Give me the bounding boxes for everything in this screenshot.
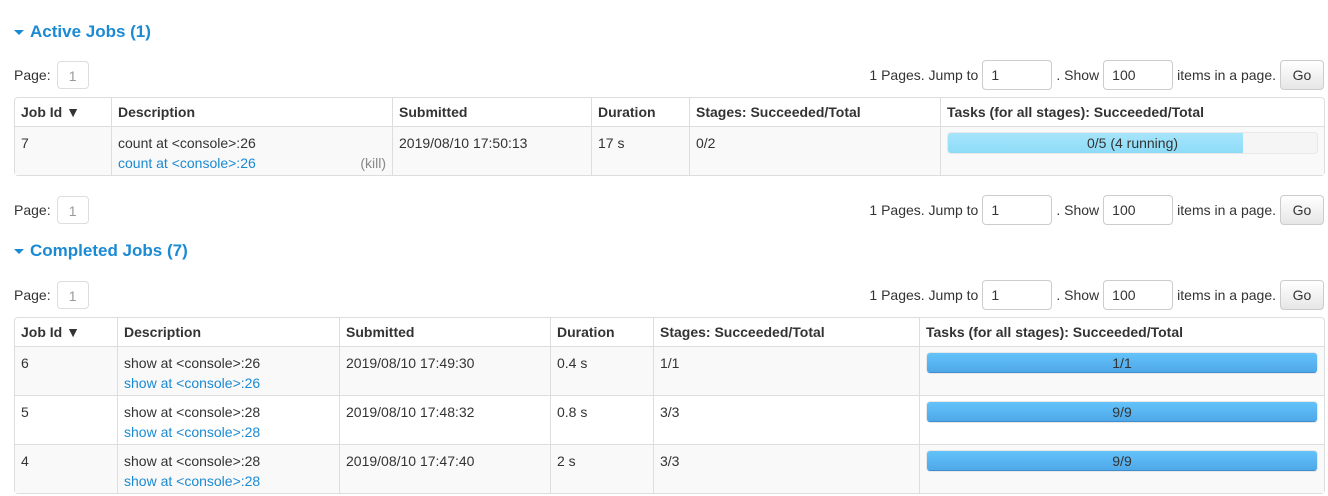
tasks-progress-text: 0/5 (4 running) — [1086, 135, 1179, 151]
job-detail-link[interactable]: show at <console>:26 — [124, 375, 261, 391]
page-size-input[interactable] — [1103, 195, 1174, 225]
job-description: show at <console>:26 — [124, 355, 261, 371]
running-fill — [948, 133, 1244, 153]
duration: 17 s — [591, 127, 689, 175]
tasks-progress-text: 1/1 — [1112, 355, 1132, 371]
page-label: Page: — [14, 202, 51, 218]
section-title: Completed Jobs (7) — [30, 241, 188, 260]
job-id: 5 — [15, 395, 117, 444]
job-description: show at <console>:28 — [124, 453, 261, 469]
job-description: show at <console>:28 — [124, 404, 261, 420]
tasks-cell: 9/9 — [919, 395, 1324, 444]
column-header[interactable]: Submitted — [339, 318, 550, 347]
pages-text: 1 Pages. Jump to — [869, 287, 979, 303]
succeeded-fill — [927, 451, 1317, 471]
kill-link[interactable]: (kill) — [360, 155, 386, 171]
duration: 0.8 s — [550, 395, 653, 444]
table-row: 7 count at <console>:26 (kill) count at … — [15, 127, 1324, 175]
submitted-time: 2019/08/10 17:47:40 — [339, 444, 550, 493]
items-text: items in a page. — [1177, 202, 1276, 218]
tasks-progress-bar: 1/1 — [926, 352, 1318, 374]
tasks-cell: 0/5 (4 running) — [940, 127, 1324, 175]
description-cell: show at <console>:28 show at <console>:2… — [117, 444, 339, 493]
tasks-progress-text: 9/9 — [1112, 453, 1132, 469]
stages-count: 3/3 — [653, 444, 919, 493]
job-detail-link[interactable]: count at <console>:26 — [118, 155, 256, 171]
tasks-cell: 9/9 — [919, 444, 1324, 493]
column-header[interactable]: Job Id ▼ — [15, 98, 111, 127]
stages-count: 1/1 — [653, 347, 919, 395]
submitted-time: 2019/08/10 17:50:13 — [392, 127, 591, 175]
table-row: 6 show at <console>:26 show at <console>… — [15, 347, 1324, 395]
column-header[interactable]: Stages: Succeeded/Total — [653, 318, 919, 347]
duration: 0.4 s — [550, 347, 653, 395]
page-button[interactable]: 1 — [56, 196, 89, 224]
page-size-input[interactable] — [1103, 280, 1174, 310]
table-row: 5 show at <console>:28 show at <console>… — [15, 395, 1324, 444]
column-header[interactable]: Description — [117, 318, 339, 347]
description-cell: show at <console>:26 show at <console>:2… — [117, 347, 339, 395]
column-header[interactable]: Tasks (for all stages): Succeeded/Total — [940, 98, 1324, 127]
submitted-time: 2019/08/10 17:49:30 — [339, 347, 550, 395]
table-row: 4 show at <console>:28 show at <console>… — [15, 444, 1324, 493]
active-jobs-toggle[interactable]: Active Jobs (1) — [14, 22, 151, 42]
column-header[interactable]: Description — [111, 98, 392, 127]
jump-to-page-input[interactable] — [982, 195, 1053, 225]
job-description: count at <console>:26 — [118, 135, 256, 151]
description-cell: count at <console>:26 (kill) count at <c… — [111, 127, 392, 175]
column-header[interactable]: Tasks (for all stages): Succeeded/Total — [919, 318, 1324, 347]
stages-count: 3/3 — [653, 395, 919, 444]
completed-jobs-toggle[interactable]: Completed Jobs (7) — [14, 241, 188, 261]
duration: 2 s — [550, 444, 653, 493]
page-label: Page: — [14, 67, 51, 83]
page-button[interactable]: 1 — [56, 61, 89, 89]
pages-text: 1 Pages. Jump to — [869, 202, 979, 218]
column-header[interactable]: Stages: Succeeded/Total — [689, 98, 940, 127]
go-button[interactable]: Go — [1280, 195, 1324, 225]
show-text: . Show — [1056, 202, 1100, 218]
column-header[interactable]: Duration — [591, 98, 689, 127]
pagination: Page: 1 1 Pages. Jump to . Show items in… — [14, 195, 1324, 225]
submitted-time: 2019/08/10 17:48:32 — [339, 395, 550, 444]
items-text: items in a page. — [1177, 287, 1276, 303]
pagination: Page: 1 1 Pages. Jump to . Show items in… — [14, 280, 1324, 310]
stages-count: 0/2 — [689, 127, 940, 175]
pagination: Page: 1 1 Pages. Jump to . Show items in… — [14, 60, 1324, 90]
show-text: . Show — [1056, 67, 1100, 83]
caret-down-icon — [14, 29, 24, 35]
go-button[interactable]: Go — [1280, 280, 1324, 310]
jump-to-page-input[interactable] — [982, 60, 1053, 90]
caret-down-icon — [14, 248, 24, 254]
succeeded-fill — [927, 402, 1317, 422]
completed-jobs-table: Job Id ▼ Description Submitted Duration Stag… — [14, 317, 1325, 494]
job-detail-link[interactable]: show at <console>:28 — [124, 473, 261, 489]
tasks-cell: 1/1 — [919, 347, 1324, 395]
tasks-progress-bar: 9/9 — [926, 450, 1318, 472]
show-text: . Show — [1056, 287, 1100, 303]
job-id: 6 — [15, 347, 117, 395]
tasks-progress-text: 9/9 — [1112, 404, 1132, 420]
column-header[interactable]: Duration — [550, 318, 653, 347]
job-id: 4 — [15, 444, 117, 493]
tasks-progress-bar: 0/5 (4 running) — [947, 132, 1318, 154]
section-title: Active Jobs (1) — [30, 22, 151, 41]
jump-to-page-input[interactable] — [982, 280, 1053, 310]
column-header[interactable]: Job Id ▼ — [15, 318, 117, 347]
tasks-progress-bar: 9/9 — [926, 401, 1318, 423]
job-id: 7 — [15, 127, 111, 175]
active-jobs-table: Job Id ▼ Description Submitted Duration Stag… — [14, 97, 1325, 176]
page-button[interactable]: 1 — [56, 281, 89, 309]
page-size-input[interactable] — [1103, 60, 1174, 90]
page-label: Page: — [14, 287, 51, 303]
items-text: items in a page. — [1177, 67, 1276, 83]
description-cell: show at <console>:28 show at <console>:2… — [117, 395, 339, 444]
go-button[interactable]: Go — [1280, 60, 1324, 90]
pages-text: 1 Pages. Jump to — [869, 67, 979, 83]
column-header[interactable]: Submitted — [392, 98, 591, 127]
succeeded-fill — [927, 353, 1317, 373]
job-detail-link[interactable]: show at <console>:28 — [124, 424, 261, 440]
